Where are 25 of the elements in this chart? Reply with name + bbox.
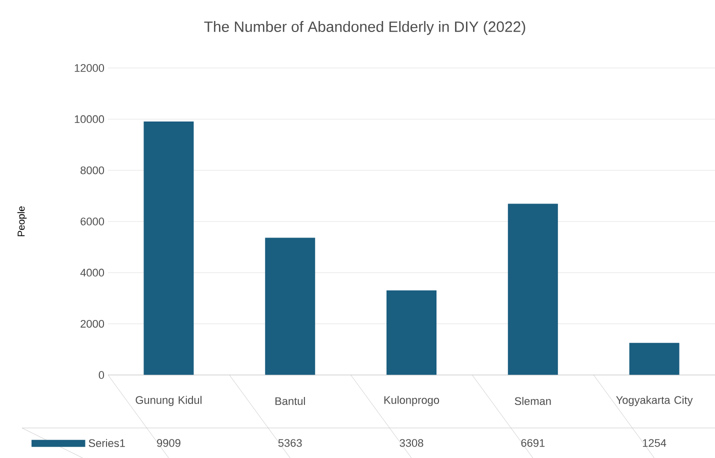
x-tick-label: Kulonprogo <box>384 396 440 406</box>
chart-title: The Number of Abandoned Elderly in DIY (2022) <box>204 21 526 35</box>
bar <box>629 342 680 375</box>
data-label: 5363 <box>278 439 302 447</box>
y-tick-label: 12000 <box>74 64 104 72</box>
x-tick-label: Gunung Kidul <box>136 396 202 406</box>
x-tick-label: Sleman <box>514 396 551 406</box>
y-tick-label: 0 <box>98 371 104 379</box>
x-tick-label: Bantul <box>275 396 305 406</box>
y-tick-label: 6000 <box>80 218 104 226</box>
x-tick-label: Yogyakarta City <box>616 396 693 406</box>
y-tick-label: 2000 <box>80 320 104 328</box>
data-label: 6691 <box>521 439 545 447</box>
bar <box>265 238 316 375</box>
data-label: 1254 <box>642 439 666 447</box>
data-label: 3308 <box>400 439 424 447</box>
bar <box>386 290 437 375</box>
bar <box>508 204 558 375</box>
y-axis-title: People <box>17 206 27 236</box>
legend-label: Series1 <box>88 438 125 448</box>
y-tick-label: 8000 <box>80 166 104 174</box>
bar <box>144 121 194 375</box>
y-tick-label: 4000 <box>80 268 104 277</box>
y-tick-label: 10000 <box>74 115 104 124</box>
data-label: 9909 <box>157 439 180 447</box>
